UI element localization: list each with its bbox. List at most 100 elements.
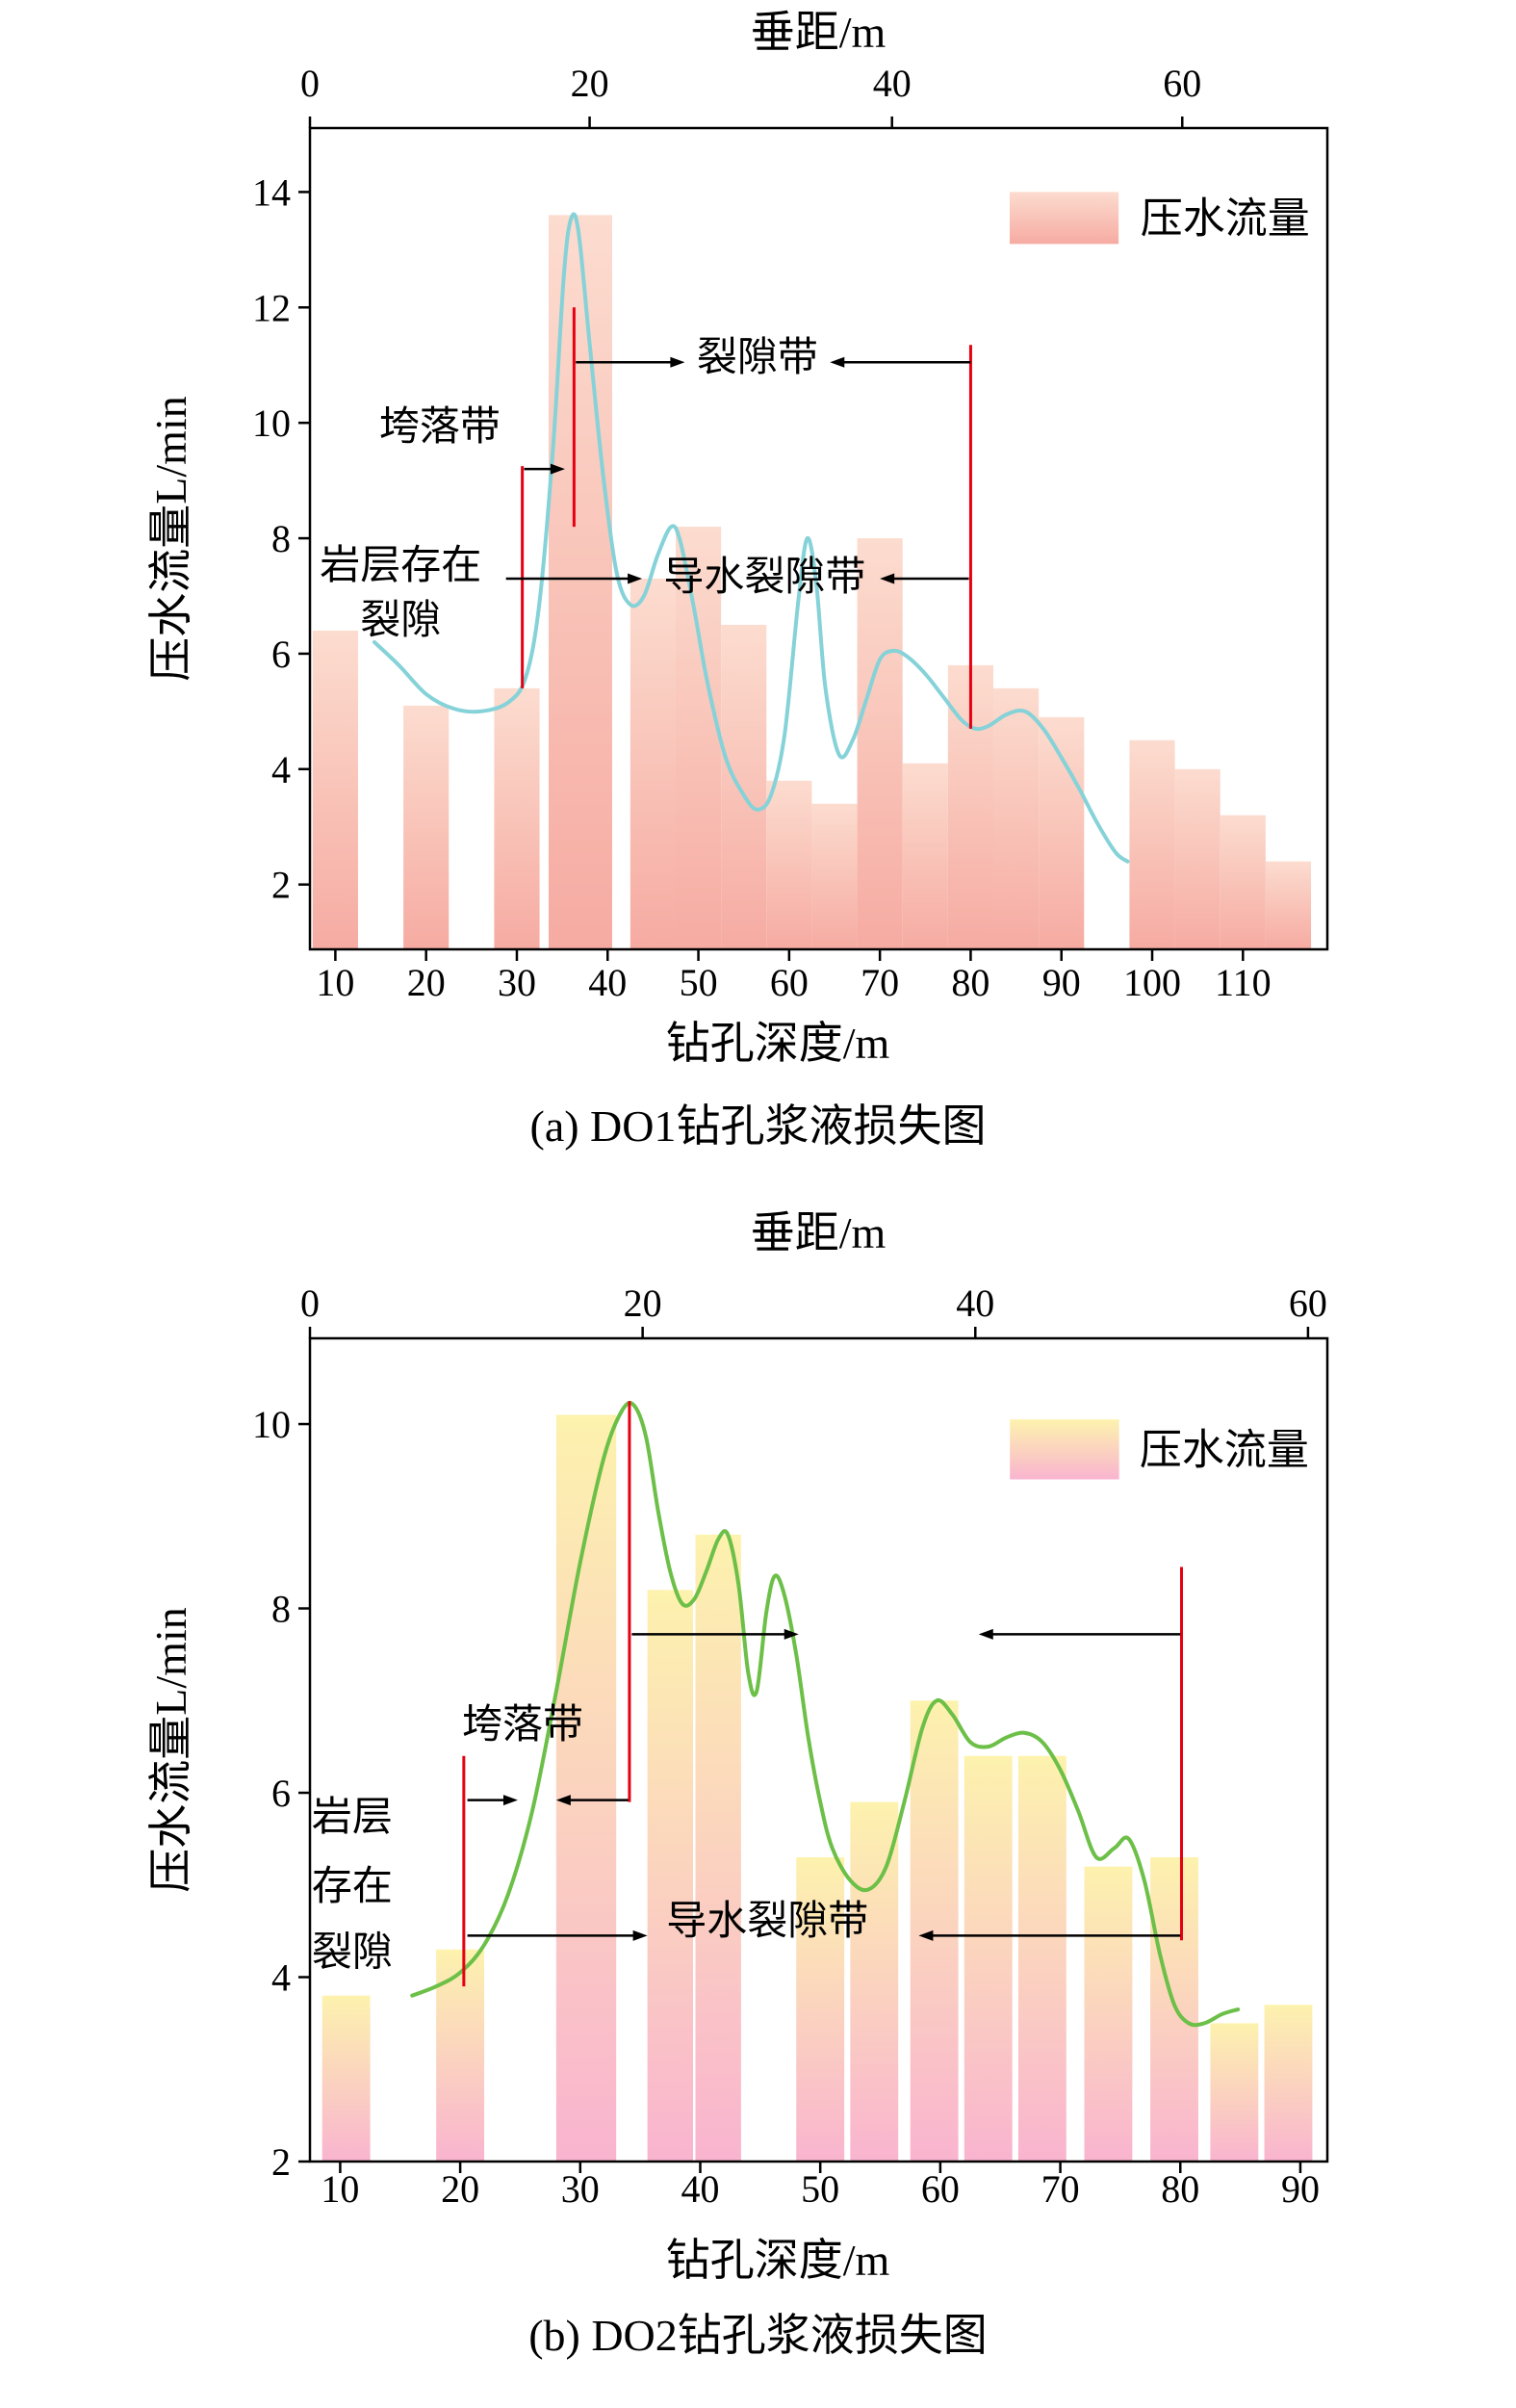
y-tick-label: 2 [271, 2140, 291, 2184]
flow-bar [766, 780, 812, 949]
x-tick-label: 20 [407, 961, 446, 1004]
flow-bar [675, 527, 722, 949]
arrowhead-icon [555, 1795, 571, 1806]
flow-bar [436, 1949, 485, 2162]
arrowhead-icon [502, 1795, 518, 1806]
arrowhead-icon [978, 1628, 993, 1640]
flow-curve [410, 1401, 1241, 2028]
plot-border [308, 1336, 1329, 2163]
bars-group [312, 215, 1312, 950]
arrowhead-icon [550, 463, 565, 475]
annotation-label: 导水裂隙带 [666, 1900, 868, 1944]
flow-bar [1129, 739, 1175, 949]
flow-bar [630, 579, 676, 949]
bars-group [321, 1414, 1313, 2162]
annotation-label: 岩层存在 [320, 544, 481, 588]
top-tick-label: 60 [1163, 62, 1201, 105]
legend-swatch [1009, 192, 1119, 245]
arrowhead-icon [830, 356, 845, 368]
x-tick-label: 10 [316, 961, 354, 1004]
flow-bar [964, 1755, 1013, 2162]
legend-label: 压水流量 [1140, 1426, 1309, 1473]
annotation-label: 岩层 [312, 1796, 393, 1840]
flow-bar [312, 630, 358, 949]
x-axis-title: 钻孔深度/m [666, 2236, 890, 2285]
x-tick-label: 40 [681, 2167, 719, 2211]
flow-bar [321, 1995, 371, 2162]
x-tick-label: 80 [1161, 2167, 1199, 2211]
y-tick-label: 14 [252, 170, 291, 214]
flow-bar [1210, 2023, 1259, 2162]
arrowhead-icon [880, 573, 895, 584]
x-tick-label: 20 [441, 2167, 479, 2211]
top-tick-label: 20 [624, 1282, 662, 1325]
flow-curve [372, 212, 1130, 864]
x-axis-title: 钻孔深度/m [666, 1019, 890, 1068]
flow-bar [494, 687, 540, 949]
x-tick-label: 80 [951, 961, 989, 1004]
flow-bar [1220, 815, 1266, 949]
flow-bar [1084, 1866, 1133, 2162]
y-tick-label: 4 [271, 748, 291, 791]
top-axis-title: 垂距/m [751, 1208, 886, 1257]
y-tick-label: 8 [271, 517, 291, 560]
x-tick-label: 90 [1281, 2167, 1320, 2211]
x-tick-label: 90 [1042, 961, 1081, 1004]
legend-label: 压水流量 [1141, 194, 1310, 242]
x-tick-label: 70 [861, 961, 899, 1004]
arrowhead-icon [784, 1628, 799, 1640]
chart-a-caption: (a) DO1钻孔浆液损失图 [529, 1101, 987, 1151]
flow-bar [902, 763, 948, 949]
y-tick-label: 10 [252, 401, 291, 445]
flow-bar [721, 624, 767, 949]
flow-bar [910, 1700, 959, 2162]
flow-bar [811, 803, 858, 949]
chart-b: 10 20 30 40 50 60 70 80 90 0 20 40 60 2 4 6 8 10 垂距/m 钻孔深度/… [146, 1208, 1329, 2285]
x-tick-label: 110 [1215, 961, 1272, 1004]
annotation-label: 存在 [312, 1865, 393, 1909]
annotation-label: 裂隙 [360, 599, 441, 643]
top-tick-label: 60 [1289, 1282, 1327, 1325]
x-tick-label: 60 [921, 2167, 960, 2211]
arrowhead-icon [632, 1929, 648, 1941]
top-tick-label: 0 [300, 62, 320, 105]
flow-bar [993, 687, 1040, 949]
flow-bar [857, 538, 903, 949]
y-tick-label: 2 [271, 864, 291, 907]
x-tick-label: 40 [588, 961, 627, 1004]
y-tick-label: 8 [271, 1588, 291, 1631]
chart-b-caption: (b) DO2钻孔浆液损失图 [528, 2311, 988, 2360]
y-tick-label: 4 [271, 1956, 291, 2000]
flow-bar [695, 1534, 741, 2162]
top-tick-label: 0 [300, 1282, 320, 1325]
x-tick-label: 30 [561, 2167, 600, 2211]
flow-bar [1017, 1755, 1066, 2162]
x-tick-label: 100 [1123, 961, 1181, 1004]
annotation-label: 垮落带 [462, 1703, 583, 1748]
x-tick-label: 10 [321, 2167, 359, 2211]
legend-swatch [1010, 1419, 1119, 1480]
arrowhead-icon [670, 356, 685, 368]
y-axis-title: 压水流量L/min [146, 396, 195, 681]
arrowhead-icon [918, 1929, 934, 1941]
arrowhead-icon [628, 573, 643, 584]
y-tick-label: 6 [271, 1772, 291, 1815]
flow-bar [647, 1590, 694, 2162]
x-tick-label: 50 [680, 961, 718, 1004]
flow-bar [403, 705, 450, 949]
flow-bar [850, 1801, 899, 2162]
x-tick-label: 50 [801, 2167, 839, 2211]
top-tick-label: 40 [956, 1282, 994, 1325]
annotation-label: 垮落带 [379, 405, 501, 450]
top-tick-label: 40 [873, 62, 912, 105]
flow-bar [1039, 716, 1085, 949]
flow-bar [1265, 861, 1312, 949]
flow-bar [796, 1857, 845, 2162]
chart-a: 10 20 30 40 50 60 70 80 90 100 110 0 20 40 60 2 4 6 8 10 12 1… [146, 8, 1329, 1068]
flow-bar [548, 215, 612, 950]
annotation-label: 裂隙 [312, 1931, 393, 1976]
top-tick-label: 20 [571, 62, 609, 105]
y-tick-label: 10 [252, 1403, 291, 1446]
top-axis-title: 垂距/m [751, 8, 886, 57]
